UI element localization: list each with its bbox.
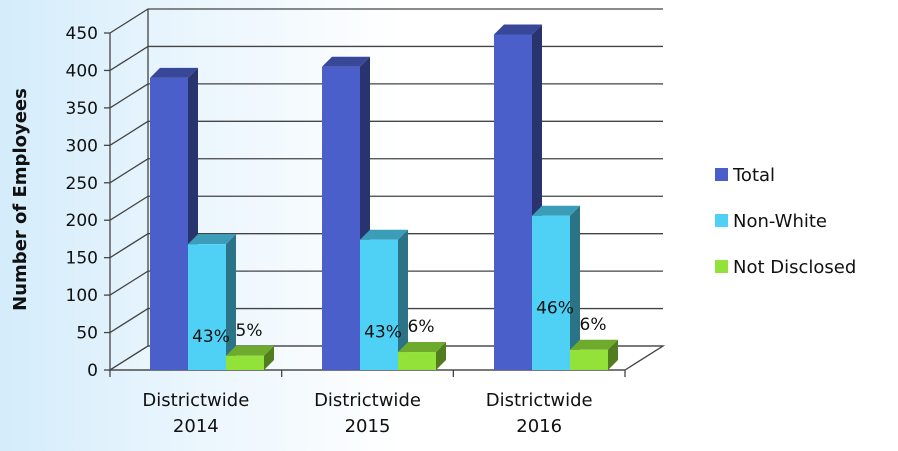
y-tick-label: 400	[66, 61, 98, 81]
bar-front	[494, 34, 532, 371]
bar-total	[322, 56, 370, 370]
bar-not-disclosed	[398, 342, 446, 370]
y-tick-label: 50	[76, 324, 98, 344]
bar-front	[150, 77, 188, 370]
y-axis-title: Number of Employees	[10, 88, 31, 311]
x-tick-label: Districtwide 2016	[486, 390, 593, 437]
bar-total	[494, 24, 542, 371]
bar-non-white	[532, 205, 580, 370]
bar-front	[398, 352, 436, 370]
data-label: 5%	[236, 321, 263, 341]
bar-front	[570, 349, 608, 370]
bar-top	[360, 229, 408, 240]
data-label: 43%	[364, 323, 402, 343]
bar-top	[322, 56, 370, 67]
data-label: 6%	[580, 315, 607, 335]
data-label: 6%	[408, 317, 435, 337]
bar-top	[226, 345, 274, 356]
bar-side	[436, 342, 446, 370]
bar-front	[322, 66, 360, 370]
bar-side	[570, 205, 580, 370]
legend-label: Total	[732, 165, 775, 186]
bar-top	[570, 339, 618, 350]
bar-top	[398, 342, 446, 353]
legend-swatch	[715, 214, 728, 227]
bar-front	[532, 215, 570, 370]
bar-side	[398, 229, 408, 370]
y-tick-label: 150	[66, 249, 98, 269]
bar-top	[188, 234, 236, 245]
legend-swatch	[715, 168, 728, 181]
bar-front	[360, 239, 398, 370]
y-tick-label: 200	[66, 211, 98, 231]
y-tick-label: 250	[66, 174, 98, 194]
bar-top	[532, 205, 580, 216]
y-tick-label: 350	[66, 99, 98, 119]
y-tick-label: 300	[66, 136, 98, 156]
bar-front	[226, 355, 264, 370]
legend-label: Not Disclosed	[733, 257, 856, 278]
data-label: 46%	[536, 299, 574, 319]
legend-swatch	[715, 260, 728, 273]
legend: Total Non-White Not Disclosed	[715, 165, 856, 278]
bar-not-disclosed	[226, 345, 274, 370]
legend-label: Non-White	[733, 211, 827, 232]
data-label: 43%	[192, 327, 230, 347]
bar-top	[150, 67, 198, 78]
y-tick-label: 0	[87, 361, 98, 381]
x-tick-label: Districtwide 2015	[314, 390, 421, 437]
bar-side	[264, 345, 274, 370]
y-tick-label: 450	[66, 24, 98, 44]
bar-side	[226, 234, 236, 370]
gridline	[109, 8, 663, 34]
bar-top	[494, 24, 542, 35]
bar-total	[150, 67, 198, 370]
bar-non-white	[188, 234, 236, 370]
bar-not-disclosed	[570, 339, 618, 370]
y-tick-label: 100	[66, 286, 98, 306]
bar-front	[188, 244, 226, 370]
gridline	[109, 45, 663, 71]
bar-non-white	[360, 229, 408, 370]
bar-side	[608, 339, 618, 370]
x-tick-label: Districtwide 2014	[142, 390, 249, 437]
